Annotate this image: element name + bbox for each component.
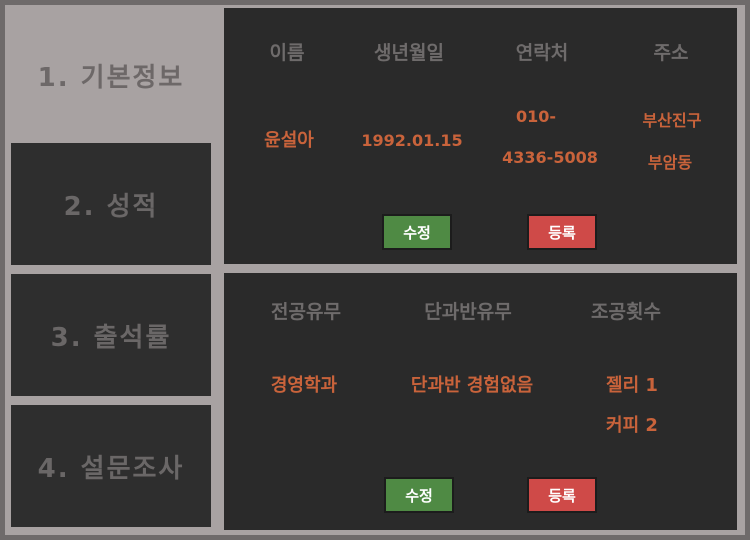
header-name: 이름: [269, 42, 305, 64]
address-value-line1: 부산진구: [642, 111, 702, 130]
sidebar-item-label: 2. 성적: [63, 191, 159, 222]
extra-info-panel: 전공유무 단과반유무 조공횟수 경영학과 단과반 경험없음 젤리 1 커피 2 …: [224, 273, 737, 530]
edit-button[interactable]: 수정: [384, 477, 454, 513]
gift-value-line2: 커피 2: [606, 415, 658, 436]
sidebar-item-label: 4. 설문조사: [37, 453, 185, 484]
header-class-history: 단과반유무: [424, 301, 512, 323]
header-address: 주소: [653, 42, 689, 64]
sidebar-item-survey[interactable]: 4. 설문조사: [11, 405, 211, 527]
class-history-value: 단과반 경험없음: [410, 375, 534, 396]
basic-info-panel: 이름 생년월일 연락처 주소 윤설아 1992.01.15 010- 4336-…: [224, 8, 737, 264]
sidebar-item-basic-info[interactable]: 1. 기본정보: [11, 10, 211, 140]
address-value-line2: 부암동: [647, 153, 693, 172]
name-value: 윤설아: [264, 130, 314, 151]
sidebar-item-attendance[interactable]: 3. 출석률: [11, 274, 211, 396]
phone-value-line1: 010-: [515, 107, 557, 126]
birth-value: 1992.01.15: [361, 131, 463, 150]
sidebar-item-label: 3. 출석률: [50, 322, 172, 353]
edit-button[interactable]: 수정: [382, 214, 452, 250]
header-phone: 연락처: [515, 42, 569, 64]
header-gift-count: 조공횟수: [591, 301, 661, 323]
sidebar-item-label: 1. 기본정보: [37, 62, 185, 93]
header-birth: 생년월일: [374, 42, 444, 64]
register-button[interactable]: 등록: [527, 477, 597, 513]
header-major: 전공유무: [271, 301, 341, 323]
gift-value-line1: 젤리 1: [606, 375, 658, 396]
sidebar-item-grades[interactable]: 2. 성적: [11, 143, 211, 265]
major-value: 경영학과: [270, 375, 338, 396]
register-button[interactable]: 등록: [527, 214, 597, 250]
phone-value-line2: 4336-5008: [502, 148, 598, 167]
